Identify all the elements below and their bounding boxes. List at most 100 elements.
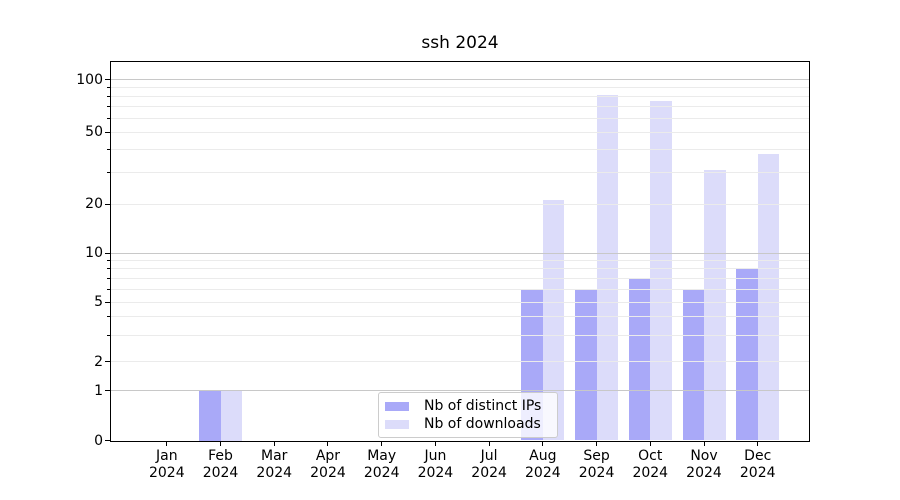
- x-tick-month: Nov: [690, 448, 718, 464]
- x-axis-tick-may: [381, 441, 383, 446]
- y-axis-tick-label-1: 1: [94, 382, 103, 399]
- bar-downloads-nov: [704, 169, 726, 441]
- x-axis-tick-label-jan: Jan 2024: [135, 448, 199, 482]
- legend: Nb of distinct IPs Nb of downloads: [378, 392, 558, 438]
- y-axis-minor-tick: [107, 315, 110, 317]
- x-axis-tick-sep: [596, 441, 598, 446]
- x-axis-tick-label-sep: Sep 2024: [565, 448, 629, 482]
- y-axis-tick-10: [105, 252, 110, 254]
- y-axis-tick-20: [105, 203, 110, 205]
- y-axis-tick-2: [105, 361, 110, 362]
- grid-line-minor: [111, 95, 809, 97]
- x-tick-month: Oct: [638, 448, 663, 464]
- y-axis-tick-1: [105, 390, 110, 391]
- grid-line-minor: [111, 171, 809, 173]
- y-axis-tick-label-2: 2: [94, 353, 103, 370]
- grid-line-minor: [111, 117, 809, 119]
- x-axis-tick-label-jul: Jul 2024: [457, 448, 521, 482]
- y-axis-minor-tick: [107, 171, 110, 173]
- x-tick-year: 2024: [310, 465, 346, 481]
- chart-title: ssh 2024: [421, 33, 499, 53]
- legend-label-distinct-ips: Nb of distinct IPs: [424, 398, 542, 414]
- grid-line-major: [111, 79, 809, 80]
- bar-distinct-ips-sep: [575, 289, 597, 441]
- y-axis-minor-tick: [107, 117, 110, 119]
- x-tick-year: 2024: [202, 465, 239, 481]
- legend-row-downloads: Nb of downloads: [385, 415, 549, 433]
- x-tick-year: 2024: [578, 465, 615, 481]
- y-axis-tick-50: [105, 131, 110, 133]
- x-tick-month: Jun: [424, 448, 447, 464]
- x-axis-tick-jan: [166, 441, 168, 446]
- x-axis-tick-label-may: May 2024: [350, 448, 414, 482]
- y-axis-tick-label-100: 100: [76, 71, 103, 88]
- x-tick-month: Jul: [480, 448, 498, 464]
- x-axis-tick-nov: [703, 441, 705, 446]
- x-axis-tick-label-apr: Apr 2024: [296, 448, 360, 482]
- grid-line-minor: [111, 315, 809, 317]
- x-tick-month: Sep: [583, 448, 610, 464]
- legend-row-distinct-ips: Nb of distinct IPs: [385, 397, 549, 415]
- x-axis-tick-label-feb: Feb 2024: [189, 448, 253, 482]
- grid-line-minor: [111, 149, 809, 151]
- x-axis-tick-label-nov: Nov 2024: [672, 448, 736, 482]
- x-tick-month: Apr: [315, 448, 341, 464]
- x-axis-tick-label-dec: Dec 2024: [726, 448, 790, 482]
- x-axis-tick-aug: [542, 441, 544, 446]
- x-axis-tick-dec: [757, 441, 759, 446]
- x-axis-tick-label-jun: Jun 2024: [403, 448, 467, 482]
- y-axis-tick-label-50: 50: [85, 124, 103, 140]
- y-axis-tick-0: [105, 440, 110, 441]
- x-axis-tick-apr: [327, 441, 329, 446]
- x-axis-tick-feb: [220, 441, 222, 446]
- x-axis-tick-mar: [273, 441, 275, 446]
- x-tick-month: Jan: [156, 448, 178, 464]
- x-axis-tick-jul: [488, 441, 490, 446]
- y-axis-tick-label-5: 5: [94, 294, 103, 310]
- x-tick-year: 2024: [632, 465, 669, 481]
- bar-distinct-ips-feb: [199, 390, 221, 441]
- y-axis-tick-5: [105, 301, 110, 303]
- bar-distinct-ips-dec: [736, 268, 758, 441]
- plot-area: [110, 61, 810, 442]
- bar-distinct-ips-oct: [628, 278, 651, 441]
- grid-line-minor: [111, 361, 809, 362]
- y-axis-tick-label-0: 0: [94, 432, 103, 449]
- x-tick-year: 2024: [739, 465, 776, 481]
- grid-line-minor: [111, 277, 809, 279]
- grid-line-minor: [111, 334, 809, 336]
- grid-line-minor: [111, 268, 809, 270]
- legend-label-downloads: Nb of downloads: [424, 416, 541, 432]
- y-axis-minor-tick: [107, 259, 110, 261]
- bar-downloads-feb: [220, 390, 243, 441]
- grid-line-major: [111, 252, 809, 254]
- y-axis-minor-tick: [107, 95, 110, 97]
- x-tick-year: 2024: [686, 465, 722, 481]
- bar-distinct-ips-nov: [682, 289, 704, 441]
- grid-line-minor: [111, 203, 809, 205]
- grid-line-minor: [111, 131, 809, 133]
- x-axis-tick-oct: [649, 441, 651, 446]
- x-axis-tick-label-aug: Aug 2024: [511, 448, 575, 482]
- x-axis-tick-jun: [434, 441, 436, 446]
- y-axis-minor-tick: [107, 86, 110, 88]
- grid-line-minor: [111, 86, 809, 88]
- bar-downloads-dec: [757, 153, 780, 441]
- x-tick-month: May: [367, 448, 397, 464]
- x-tick-year: 2024: [256, 465, 293, 481]
- x-tick-month: Dec: [744, 448, 772, 464]
- grid-line-minor: [111, 288, 809, 290]
- y-axis-minor-tick: [107, 288, 110, 290]
- bar-downloads-sep: [596, 95, 619, 441]
- grid-line-minor: [111, 106, 809, 107]
- legend-swatch-distinct-ips: [385, 401, 409, 411]
- y-axis-tick-100: [105, 79, 110, 80]
- grid-line-minor: [111, 259, 809, 261]
- x-tick-month: Aug: [529, 448, 557, 464]
- x-tick-year: 2024: [471, 465, 507, 481]
- y-axis-tick-label-20: 20: [85, 196, 103, 212]
- grid-line-minor: [111, 301, 809, 303]
- x-axis-tick-label-oct: Oct 2024: [618, 448, 682, 482]
- y-axis-minor-tick: [107, 106, 110, 107]
- y-axis-minor-tick: [107, 334, 110, 336]
